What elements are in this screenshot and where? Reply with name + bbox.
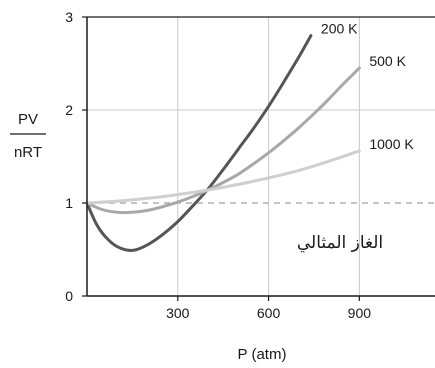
y-tick-label-3: 3 bbox=[65, 9, 73, 25]
axes bbox=[82, 16, 435, 301]
y-tick-label-0: 0 bbox=[65, 288, 73, 304]
ideal-gas-label: الغاز المثالي bbox=[297, 233, 383, 253]
y-axis-title-denominator: nRT bbox=[14, 144, 42, 161]
y-axis-title-numerator: PV bbox=[18, 111, 38, 128]
x-tick-label-900: 900 bbox=[348, 305, 372, 321]
series-line-200k bbox=[85, 34, 313, 252]
tick-labels: 0 1 2 3 300 600 900 bbox=[65, 9, 371, 321]
series-labels: 200 K 500 K 1000 K bbox=[321, 21, 414, 152]
series-group bbox=[85, 34, 361, 252]
y-tick-label-1: 1 bbox=[65, 195, 73, 211]
grid bbox=[87, 17, 435, 296]
x-tick-label-600: 600 bbox=[257, 305, 281, 321]
x-axis-title: P (atm) bbox=[238, 346, 287, 363]
series-line-1000k bbox=[85, 149, 361, 205]
series-label-200k: 200 K bbox=[321, 21, 358, 37]
series-line-500k bbox=[85, 66, 361, 215]
x-tick-label-300: 300 bbox=[166, 305, 190, 321]
series-label-500k: 500 K bbox=[369, 53, 406, 69]
y-tick-label-2: 2 bbox=[65, 102, 73, 118]
series-label-1000k: 1000 K bbox=[369, 136, 414, 152]
